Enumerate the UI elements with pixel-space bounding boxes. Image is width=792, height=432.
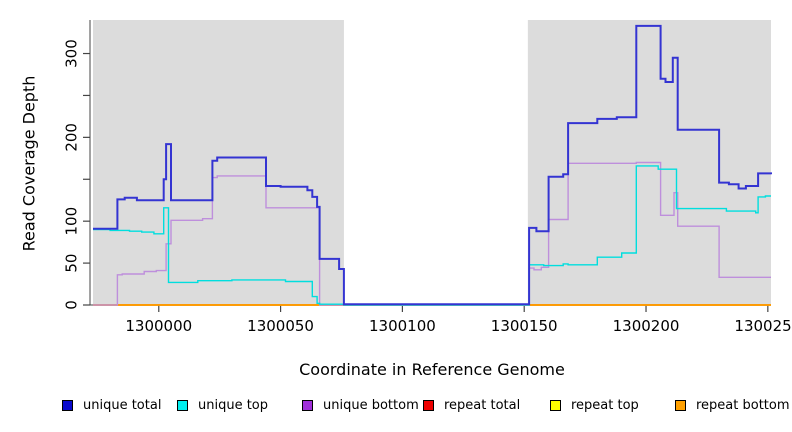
y-tick-label: 100 [63,207,81,236]
legend-label: unique bottom [323,397,419,413]
y-tick-label: 300 [63,39,81,68]
legend-swatch-repeat-total [423,399,434,411]
legend-label: repeat bottom [696,397,790,413]
legend: unique total unique top unique bottom repea… [0,396,792,416]
legend-item-unique-total: unique total [62,396,161,414]
legend-item-repeat-total: repeat total [423,396,520,414]
legend-swatch-repeat-bottom [675,399,686,411]
legend-swatch-unique-top [177,399,188,411]
legend-swatch-repeat-top [550,399,561,411]
x-tick-label: 1300100 [369,317,436,335]
legend-label: unique top [198,397,269,413]
legend-label: repeat top [571,397,639,413]
legend-swatch-unique-bottom [302,399,313,411]
legend-label: unique total [83,397,162,413]
y-tick-label: 200 [63,123,81,152]
legend-item-unique-bottom: unique bottom [302,396,419,414]
data-panel-left [93,20,344,305]
legend-label: repeat total [444,397,521,413]
legend-item-unique-top: unique top [177,396,268,414]
coverage-plot: 1300000 1300050 1300100 1300150 1300200 13002… [63,20,792,335]
legend-item-repeat-bottom: repeat bottom [675,396,790,414]
y-axis-title: Read Coverage Depth [19,75,39,252]
y-tick-label: 0 [63,300,81,310]
legend-item-repeat-top: repeat top [550,396,639,414]
x-tick-label: 1300150 [491,317,558,335]
legend-swatch-unique-total [62,399,73,411]
y-tick-label: 50 [63,254,81,273]
series-unique-total [93,24,772,306]
x-tick-label: 1300050 [247,317,314,335]
x-tick-label: 1300000 [125,317,192,335]
x-axis-title: Coordinate in Reference Genome [299,360,565,379]
x-tick-label: 1300200 [613,317,680,335]
